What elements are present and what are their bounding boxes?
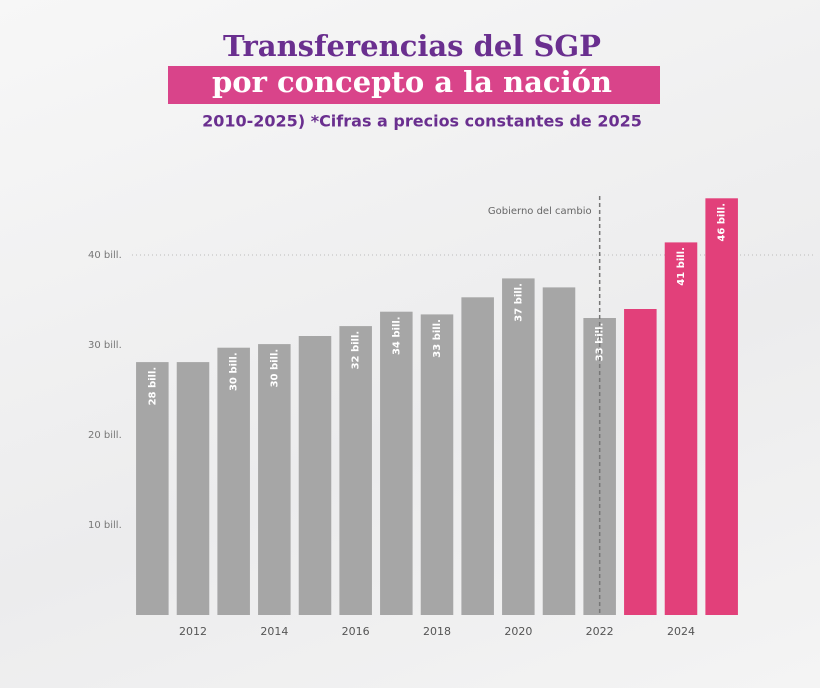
value-label: 37 bill. (513, 283, 524, 322)
x-tick-label: 2018 (423, 625, 451, 638)
bar (339, 326, 372, 615)
value-label: 46 bill. (717, 203, 728, 242)
value-label: 33 bill. (595, 323, 606, 362)
y-tick-label: 40 bill. (88, 250, 122, 261)
bar (502, 278, 535, 615)
bar (298, 336, 332, 615)
value-label: 34 bill. (391, 316, 402, 355)
bar (542, 287, 576, 615)
bar (176, 362, 210, 615)
bar (258, 344, 291, 615)
y-tick-label: 20 bill. (88, 430, 122, 441)
x-tick-label: 2014 (260, 625, 288, 638)
y-tick-label: 10 bill. (88, 520, 122, 531)
annotation-text: Gobierno del cambio (488, 206, 592, 217)
x-tick-label: 2020 (504, 625, 532, 638)
bar (624, 309, 657, 615)
value-label: 30 bill. (229, 352, 240, 391)
y-tick-label: 30 bill. (88, 340, 122, 351)
bar (461, 297, 494, 615)
value-label: 41 bill. (676, 247, 687, 286)
title-highlight-box (168, 66, 660, 104)
bar (380, 311, 413, 615)
bar (664, 242, 698, 615)
value-label: 33 bill. (432, 319, 443, 358)
value-label: 30 bill. (269, 349, 280, 388)
chart-title: Transferencias del SGP (223, 29, 601, 63)
bar (420, 314, 454, 615)
value-label: 32 bill. (351, 331, 362, 370)
chart-subtitle: 2010-2025) *Cifras a precios constantes … (202, 112, 642, 131)
x-tick-label: 2022 (586, 625, 614, 638)
x-tick-label: 2012 (179, 625, 207, 638)
value-label: 28 bill. (147, 367, 158, 406)
chart-title-highlight: por concepto a la nación (212, 65, 612, 99)
bar (705, 198, 738, 616)
x-tick-label: 2024 (667, 625, 695, 638)
bar (217, 347, 250, 615)
bar (136, 362, 169, 615)
x-tick-label: 2016 (342, 625, 370, 638)
